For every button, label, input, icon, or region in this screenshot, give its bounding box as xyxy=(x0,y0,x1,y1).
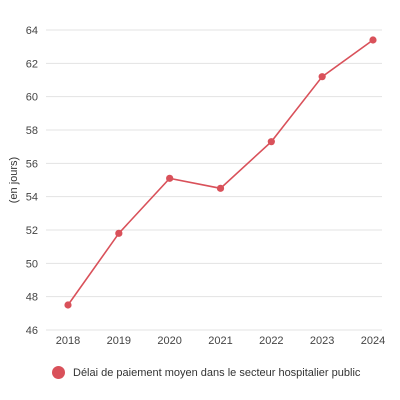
y-tick-label: 64 xyxy=(26,25,38,37)
y-axis-ticks: 46 48 50 52 54 56 58 60 62 64 xyxy=(26,25,38,337)
series-layer xyxy=(64,36,377,309)
y-tick-label: 62 xyxy=(26,58,38,70)
y-axis-label: (en jours) xyxy=(8,157,20,203)
y-tick-label: 56 xyxy=(26,158,38,170)
y-tick-label: 46 xyxy=(26,325,38,337)
x-tick-label: 2023 xyxy=(310,335,334,347)
y-tick-label: 54 xyxy=(26,192,38,204)
data-point xyxy=(64,301,72,309)
data-point xyxy=(267,138,275,146)
x-tick-label: 2022 xyxy=(259,335,283,347)
y-tick-label: 50 xyxy=(26,258,38,270)
y-tick-label: 58 xyxy=(26,125,38,137)
grid-lines xyxy=(46,29,382,331)
x-tick-label: 2024 xyxy=(361,335,385,347)
y-tick-label: 52 xyxy=(26,225,38,237)
legend-label: Délai de paiement moyen dans le secteur … xyxy=(73,366,361,379)
data-point xyxy=(318,73,326,81)
data-point xyxy=(369,36,377,44)
x-axis-ticks: 2018 2019 2020 2021 2022 2023 2024 xyxy=(56,335,385,347)
y-tick-label: 48 xyxy=(26,292,38,304)
x-tick-label: 2020 xyxy=(157,335,181,347)
data-point xyxy=(166,174,174,182)
series-line xyxy=(67,39,374,306)
y-tick-label: 60 xyxy=(26,92,38,104)
x-tick-label: 2018 xyxy=(56,335,80,347)
x-tick-label: 2021 xyxy=(208,335,232,347)
data-point xyxy=(115,229,123,237)
data-point xyxy=(216,184,225,192)
legend-marker xyxy=(52,366,65,379)
legend: Délai de paiement moyen dans le secteur … xyxy=(52,366,360,379)
x-tick-label: 2019 xyxy=(107,335,131,347)
